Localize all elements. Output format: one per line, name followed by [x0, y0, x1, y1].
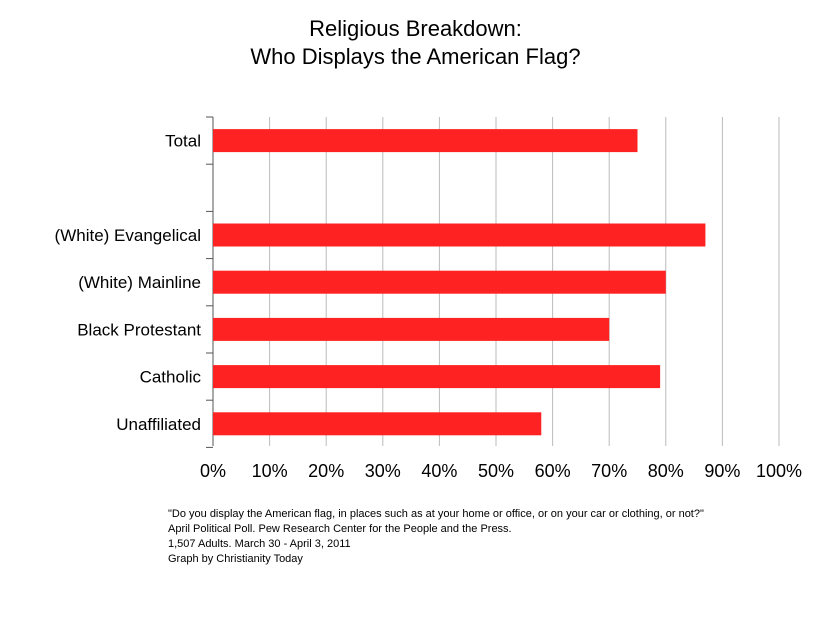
x-tick-label: 0% — [200, 461, 226, 481]
category-label: Black Protestant — [77, 320, 201, 339]
bar-black-protestant — [213, 317, 610, 341]
category-label: Catholic — [140, 368, 202, 387]
category-label: (White) Mainline — [78, 273, 201, 292]
bar-white-mainline — [213, 270, 666, 294]
chart-title: Religious Breakdown: Who Displays the Am… — [0, 15, 831, 71]
footnote-sample: 1,507 Adults. March 30 - April 3, 2011 — [168, 538, 351, 550]
bar-white-evangelical — [213, 223, 706, 247]
x-tick-label: 10% — [252, 461, 288, 481]
category-label: Unaffiliated — [116, 415, 201, 434]
x-tick-label: 20% — [308, 461, 344, 481]
footnote-credit: Graph by Christianity Today — [168, 553, 303, 565]
footnote-question: "Do you display the American flag, in pl… — [168, 508, 704, 520]
chart-title-line-2: Who Displays the American Flag? — [250, 44, 581, 69]
x-tick-label: 50% — [478, 461, 514, 481]
x-tick-label: 90% — [704, 461, 740, 481]
chart-footnote: "Do you display the American flag, in pl… — [168, 507, 704, 567]
category-label: Total — [165, 132, 201, 151]
chart-title-line-1: Religious Breakdown: — [309, 16, 522, 41]
bar-catholic — [213, 365, 661, 389]
bar-unaffiliated — [213, 412, 542, 436]
x-tick-label: 60% — [535, 461, 571, 481]
category-label: (White) Evangelical — [55, 226, 201, 245]
footnote-poll: April Political Poll. Pew Research Cente… — [168, 523, 512, 535]
bar-chart: 0% 10% 20% 30% 40% 50% 60% 70% 80% 90% 100% Total (W… — [55, 116, 802, 481]
x-tick-label: 70% — [591, 461, 627, 481]
x-tick-label: 30% — [365, 461, 401, 481]
x-tick-label: 80% — [648, 461, 684, 481]
bar-total — [213, 129, 638, 153]
x-tick-label: 40% — [421, 461, 457, 481]
x-tick-label: 100% — [756, 461, 802, 481]
